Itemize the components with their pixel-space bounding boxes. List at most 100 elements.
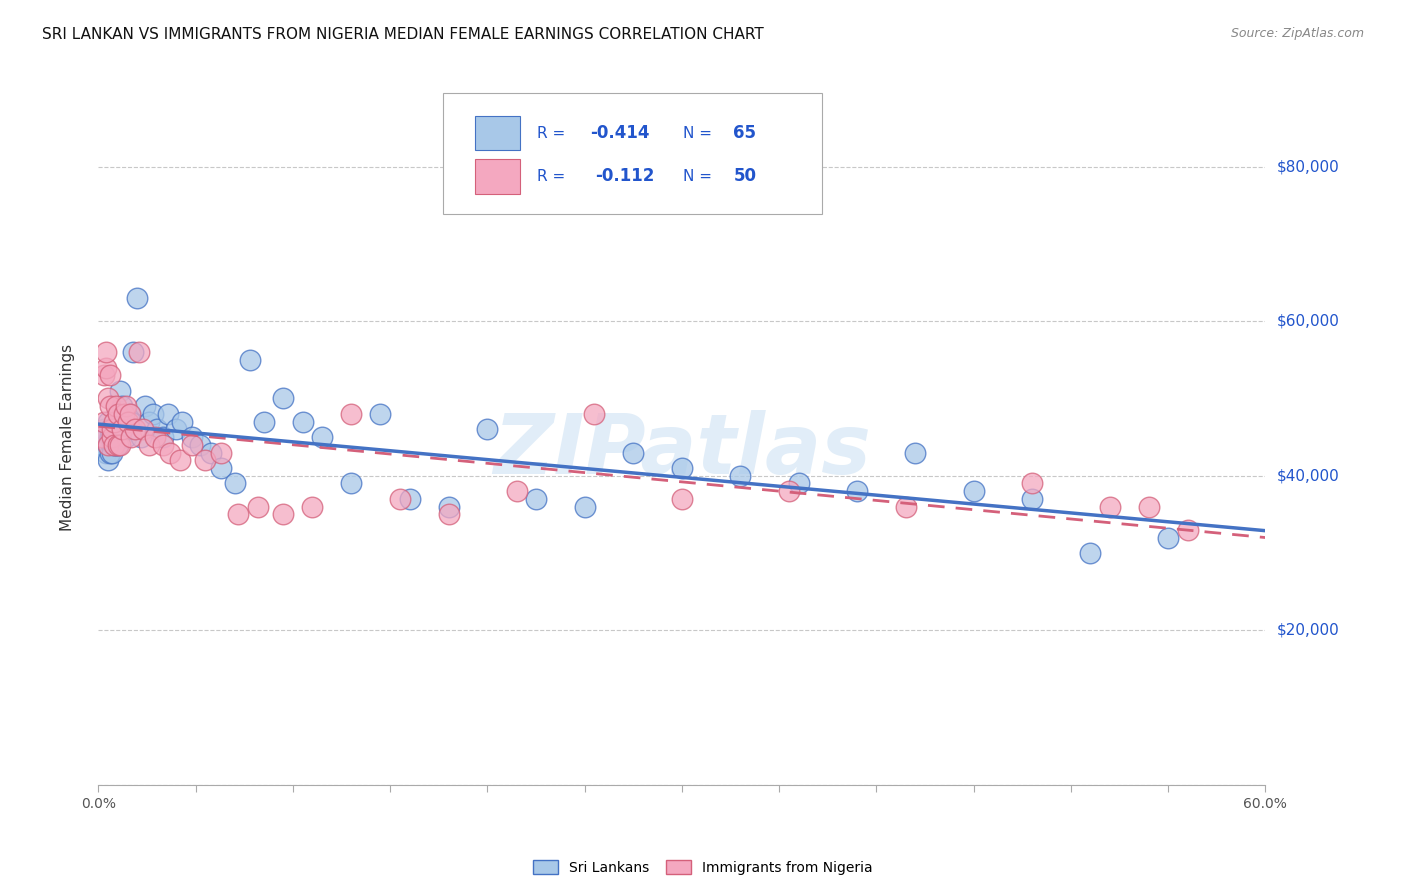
Point xyxy=(122,345,145,359)
Point xyxy=(388,491,411,506)
Point xyxy=(228,508,250,522)
Point xyxy=(104,438,127,452)
Point xyxy=(246,500,269,514)
Point xyxy=(1080,546,1102,560)
Text: $20,000: $20,000 xyxy=(1277,623,1340,638)
Point xyxy=(98,422,121,436)
Point xyxy=(103,438,125,452)
Point xyxy=(97,438,120,452)
Point xyxy=(845,484,868,499)
Point xyxy=(96,360,118,375)
Point xyxy=(117,415,139,429)
Point xyxy=(180,430,202,444)
Y-axis label: Median Female Earnings: Median Female Earnings xyxy=(60,343,75,531)
Point xyxy=(101,438,124,452)
Point xyxy=(370,407,392,421)
FancyBboxPatch shape xyxy=(443,93,823,214)
Legend: Sri Lankans, Immigrants from Nigeria: Sri Lankans, Immigrants from Nigeria xyxy=(527,855,879,880)
Point xyxy=(574,500,596,514)
Point xyxy=(97,415,120,429)
Point xyxy=(97,392,120,406)
Point xyxy=(101,430,124,444)
Text: $80,000: $80,000 xyxy=(1277,159,1340,174)
Point xyxy=(271,508,294,522)
Point xyxy=(157,407,180,421)
Point xyxy=(138,438,160,452)
Point xyxy=(98,445,121,459)
Point xyxy=(108,384,131,398)
Point xyxy=(524,491,547,506)
Text: SRI LANKAN VS IMMIGRANTS FROM NIGERIA MEDIAN FEMALE EARNINGS CORRELATION CHART: SRI LANKAN VS IMMIGRANTS FROM NIGERIA ME… xyxy=(42,27,763,42)
Point xyxy=(103,422,125,436)
Point xyxy=(124,422,146,436)
Point xyxy=(107,438,129,452)
Point xyxy=(188,438,211,452)
Point xyxy=(962,484,984,499)
Point xyxy=(114,399,136,413)
Point xyxy=(121,430,143,444)
Point xyxy=(107,438,129,452)
Point xyxy=(437,500,460,514)
Text: R =: R = xyxy=(537,126,571,141)
Point xyxy=(146,422,169,436)
Point xyxy=(101,445,124,459)
Point xyxy=(91,430,114,444)
Point xyxy=(117,422,139,436)
Point xyxy=(103,415,125,429)
Point xyxy=(340,407,363,421)
Point xyxy=(437,508,460,522)
Point xyxy=(778,484,800,499)
Text: 65: 65 xyxy=(734,124,756,142)
Text: -0.112: -0.112 xyxy=(596,167,655,186)
Text: Source: ZipAtlas.com: Source: ZipAtlas.com xyxy=(1230,27,1364,40)
Point xyxy=(101,422,124,436)
Point xyxy=(165,422,187,436)
Point xyxy=(114,430,136,444)
Text: N =: N = xyxy=(683,126,717,141)
Point xyxy=(111,399,134,413)
Point xyxy=(224,476,246,491)
Point xyxy=(209,445,232,459)
Point xyxy=(1021,491,1043,506)
Point xyxy=(340,476,363,491)
Point xyxy=(118,407,141,421)
Point xyxy=(1177,523,1199,537)
Point xyxy=(301,500,323,514)
Point xyxy=(104,430,127,444)
Point xyxy=(91,438,114,452)
Bar xyxy=(475,116,520,151)
Point xyxy=(112,415,135,429)
Point xyxy=(98,368,121,383)
Point xyxy=(93,415,115,429)
Point xyxy=(1098,500,1121,514)
Point xyxy=(1137,500,1160,514)
Point xyxy=(104,399,127,413)
Point xyxy=(291,415,314,429)
Point xyxy=(138,415,160,429)
Point xyxy=(107,422,129,436)
Point xyxy=(118,407,141,421)
Point xyxy=(96,445,118,459)
Point xyxy=(108,438,131,452)
Point xyxy=(98,399,121,413)
Point xyxy=(127,291,149,305)
Point xyxy=(111,422,134,436)
Point xyxy=(169,453,191,467)
Point xyxy=(132,422,155,436)
Point xyxy=(1157,531,1180,545)
Point xyxy=(894,500,917,514)
Point xyxy=(103,422,125,436)
Point xyxy=(101,430,124,444)
Point xyxy=(671,461,693,475)
Text: N =: N = xyxy=(683,169,717,184)
Point xyxy=(107,407,129,421)
Point xyxy=(904,445,927,459)
Point xyxy=(93,368,115,383)
Point xyxy=(170,415,193,429)
Text: R =: R = xyxy=(537,169,575,184)
Point xyxy=(152,438,174,452)
Point xyxy=(730,468,752,483)
Bar xyxy=(475,159,520,194)
Point xyxy=(159,445,181,459)
Point xyxy=(787,476,810,491)
